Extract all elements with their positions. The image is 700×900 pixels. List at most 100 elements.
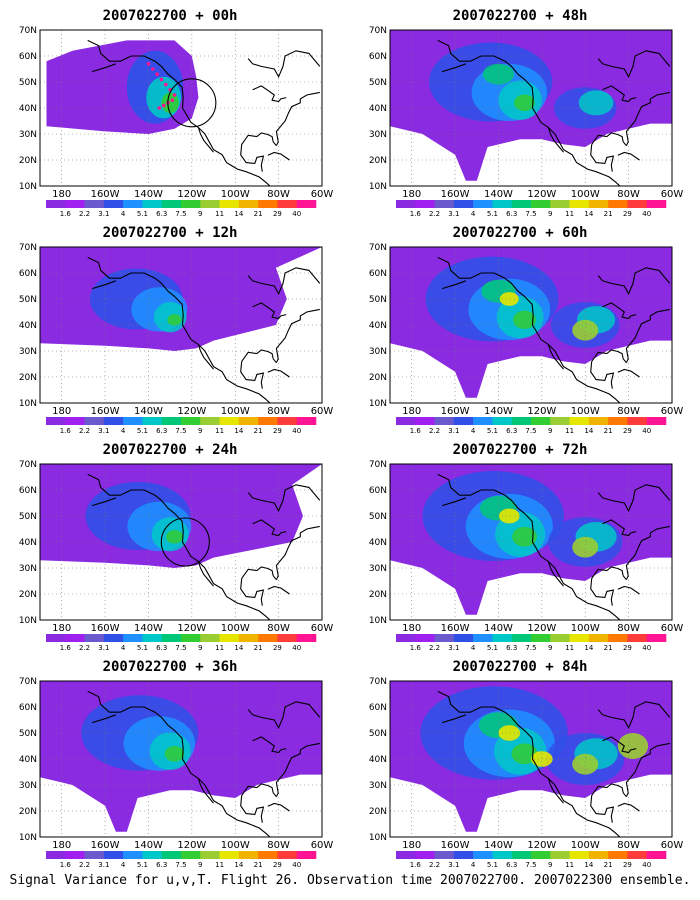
lat-tick-label: 20N: [369, 156, 387, 166]
colorbar-label: 14: [584, 210, 593, 218]
coastline: [547, 778, 564, 804]
colorbar-swatch: [511, 200, 532, 208]
colorbar-label: 29: [273, 210, 282, 218]
lat-tick-label: 60N: [369, 52, 387, 62]
colorbar-swatch: [123, 634, 143, 642]
colorbar-swatch: [588, 417, 609, 425]
colorbar-swatch: [453, 417, 474, 425]
coastline: [597, 267, 671, 296]
lon-tick-label: 100W: [221, 189, 250, 200]
lon-tick-label: 120W: [177, 623, 206, 634]
coastline: [252, 519, 287, 537]
colorbar-label: 4: [471, 427, 476, 435]
target-circle: [160, 517, 210, 567]
colorbar-label: 40: [292, 427, 301, 435]
lon-tick-label: 80W: [617, 840, 640, 851]
coastline: [197, 778, 214, 804]
lat-tick-label: 50N: [19, 512, 37, 522]
lat-tick-label: 20N: [369, 590, 387, 600]
plot-frame: [39, 29, 323, 187]
lon-tick-label: 80W: [267, 406, 290, 417]
coastline: [241, 132, 277, 147]
colorbar-label: 3.1: [98, 210, 109, 218]
lon-tick-label: 120W: [177, 189, 206, 200]
colorbar-swatch: [453, 634, 474, 642]
panel-title: 2007022700 + 36h: [102, 659, 238, 675]
lon-tick-label: 180: [52, 623, 71, 634]
coastline: [240, 361, 265, 389]
colorbar-swatch: [415, 851, 435, 859]
coastline: [617, 802, 640, 812]
coastline: [590, 144, 615, 172]
lat-tick-label: 30N: [369, 130, 387, 140]
panel-title: 2007022700 + 12h: [102, 225, 238, 241]
colorbar-swatch: [296, 851, 317, 859]
coastline: [87, 690, 271, 837]
coastline: [240, 578, 265, 606]
variance-field: [513, 310, 536, 329]
colorbar-label: 14: [584, 644, 593, 652]
colorbar-label: 40: [292, 210, 301, 218]
observation-marker: [164, 82, 168, 87]
colorbar-label: 29: [623, 644, 632, 652]
map-plot: 10N 20N 30N 40N 50N 60N 70N 180 160W 140W 120W 100W…: [369, 677, 684, 869]
observation-marker: [157, 106, 162, 110]
coastline: [240, 795, 265, 823]
colorbar-label: 21: [604, 861, 613, 869]
lat-tick-label: 50N: [19, 295, 37, 305]
panel-title: 2007022700 + 60h: [452, 225, 588, 241]
lon-tick-label: 60W: [661, 189, 684, 200]
coastline: [597, 701, 671, 730]
colorbar-swatch: [434, 200, 455, 208]
colorbar-swatch: [296, 634, 317, 642]
colorbar-label: 5.1: [487, 210, 498, 218]
colorbar-swatch: [453, 200, 474, 208]
colorbar-swatch: [238, 200, 259, 208]
lat-tick-label: 10N: [19, 182, 37, 192]
colorbar-label: 3.1: [448, 861, 459, 869]
lon-tick-label: 140W: [134, 840, 163, 851]
colorbar-swatch: [550, 851, 570, 859]
colorbar-swatch: [296, 417, 317, 425]
lat-tick-label: 50N: [369, 78, 387, 88]
coastline: [275, 308, 320, 363]
colorbar-label: 11: [565, 427, 574, 435]
lon-tick-label: 60W: [661, 406, 684, 417]
lat-tick-label: 40N: [369, 104, 387, 114]
colorbar-swatch: [569, 417, 590, 425]
colorbar-swatch: [258, 634, 278, 642]
lat-tick-label: 50N: [369, 512, 387, 522]
colorbar-label: 21: [254, 644, 263, 652]
colorbar-label: 11: [215, 861, 224, 869]
colorbar-label: 1.6: [60, 644, 72, 652]
coastline: [437, 473, 621, 620]
colorbar-swatch: [161, 417, 182, 425]
colorbar-swatch: [103, 200, 124, 208]
colorbar-swatch: [473, 417, 493, 425]
panel-title: 2007022700 + 00h: [102, 8, 238, 24]
observation-marker: [159, 77, 164, 82]
lon-tick-label: 140W: [484, 623, 513, 634]
coastline: [247, 267, 321, 296]
lon-tick-label: 180: [402, 406, 421, 417]
coastline: [252, 736, 287, 754]
colorbar-swatch: [608, 200, 628, 208]
colorbar-label: 3.1: [448, 427, 459, 435]
observation-marker: [151, 67, 155, 71]
lon-tick-label: 100W: [571, 623, 600, 634]
lat-tick-label: 70N: [369, 243, 387, 253]
lat-tick-label: 60N: [19, 52, 37, 62]
lon-tick-label: 180: [52, 406, 71, 417]
colorbar-label: 40: [292, 644, 301, 652]
colorbar-label: 1.6: [410, 644, 422, 652]
colorbar-label: 1.6: [410, 861, 422, 869]
colorbar-label: 4: [471, 210, 476, 218]
coastline: [617, 368, 640, 378]
colorbar-swatch: [473, 634, 493, 642]
colorbar-swatch: [46, 634, 66, 642]
variance-field: [572, 536, 599, 558]
colorbar-label: 6.3: [506, 427, 517, 435]
panel-36h: 2007022700 + 36h 10N 20N 30N 40N 50N 60N 70N 18…: [10, 659, 350, 877]
colorbar-swatch: [219, 200, 240, 208]
colorbar-label: 21: [604, 644, 613, 652]
